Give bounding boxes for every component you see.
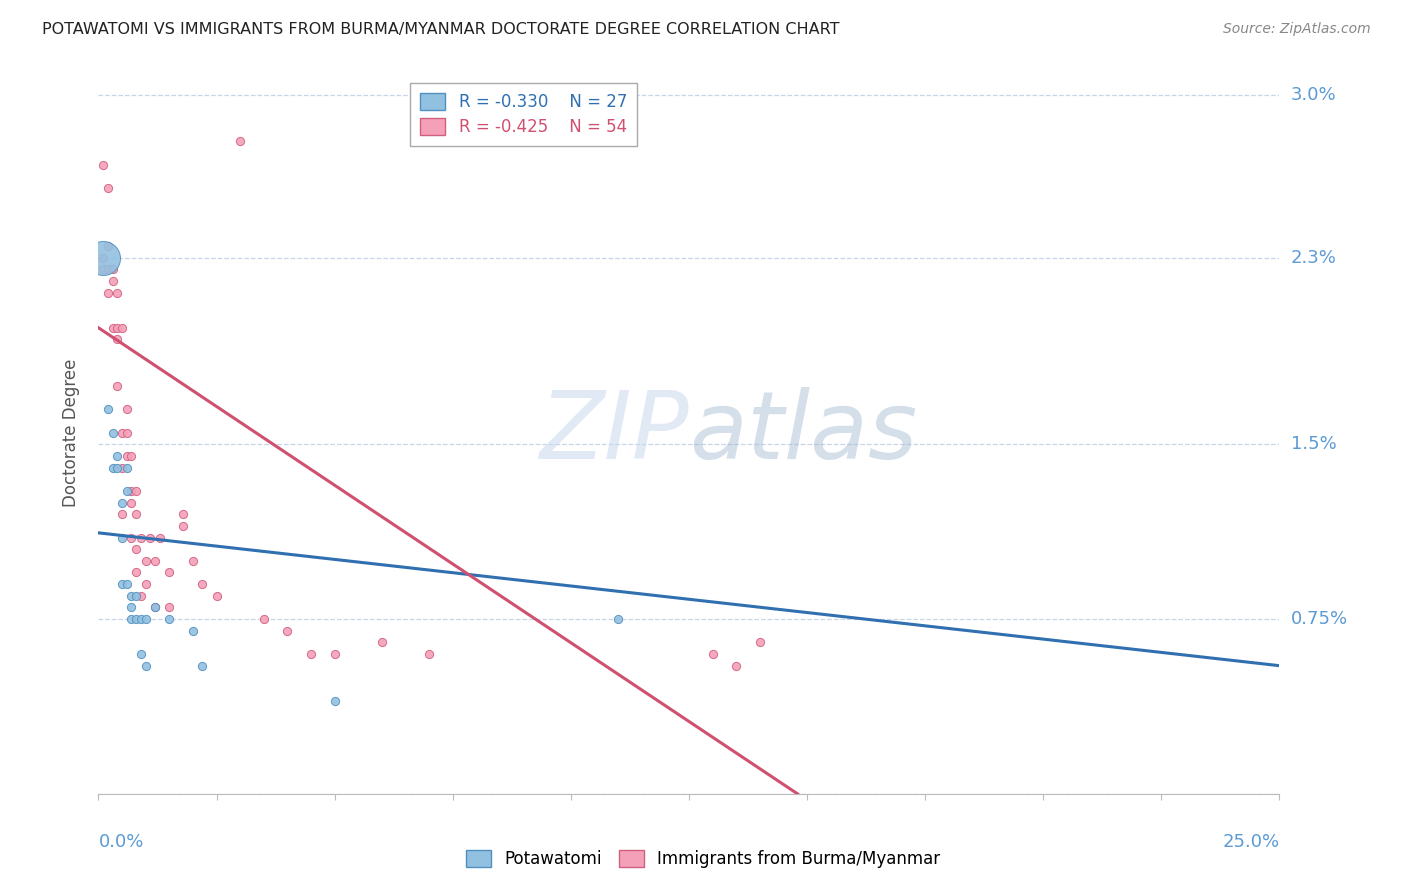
Point	[607, 612, 630, 626]
Point	[299, 647, 322, 661]
Point	[125, 566, 148, 580]
Point	[143, 554, 166, 568]
Point	[125, 612, 148, 626]
Text: 2.3%: 2.3%	[1291, 249, 1337, 267]
Point	[101, 460, 124, 475]
Text: POTAWATOMI VS IMMIGRANTS FROM BURMA/MYANMAR DOCTORATE DEGREE CORRELATION CHART: POTAWATOMI VS IMMIGRANTS FROM BURMA/MYAN…	[42, 22, 839, 37]
Point	[111, 425, 134, 440]
Point	[125, 589, 148, 603]
Point	[143, 600, 166, 615]
Text: ZIP: ZIP	[540, 387, 689, 478]
Point	[191, 658, 214, 673]
Point	[105, 285, 128, 300]
Point	[125, 507, 148, 521]
Point	[371, 635, 394, 649]
Point	[97, 285, 120, 300]
Point	[157, 612, 180, 626]
Point	[129, 531, 152, 545]
Legend: R = -0.330    N = 27, R = -0.425    N = 54: R = -0.330 N = 27, R = -0.425 N = 54	[411, 83, 637, 146]
Point	[135, 658, 157, 673]
Point	[101, 425, 124, 440]
Point	[115, 449, 138, 463]
Point	[91, 262, 114, 277]
Point	[111, 495, 134, 509]
Point	[105, 320, 128, 334]
Y-axis label: Doctorate Degree: Doctorate Degree	[62, 359, 80, 507]
Point	[91, 158, 114, 172]
Point	[97, 181, 120, 195]
Point	[143, 600, 166, 615]
Point	[702, 647, 724, 661]
Point	[111, 320, 134, 334]
Point	[121, 589, 143, 603]
Point	[135, 554, 157, 568]
Point	[115, 577, 138, 591]
Point	[105, 379, 128, 393]
Point	[149, 531, 172, 545]
Point	[121, 612, 143, 626]
Point	[323, 693, 346, 707]
Point	[115, 402, 138, 417]
Text: 1.5%: 1.5%	[1291, 435, 1336, 453]
Text: 0.0%: 0.0%	[98, 833, 143, 851]
Point	[97, 239, 120, 253]
Point	[111, 531, 134, 545]
Point	[725, 658, 748, 673]
Point	[121, 531, 143, 545]
Point	[748, 635, 770, 649]
Point	[101, 262, 124, 277]
Point	[181, 624, 204, 638]
Text: atlas: atlas	[689, 387, 917, 478]
Point	[172, 519, 194, 533]
Legend: Potawatomi, Immigrants from Burma/Myanmar: Potawatomi, Immigrants from Burma/Myanma…	[460, 843, 946, 875]
Point	[129, 589, 152, 603]
Point	[181, 554, 204, 568]
Point	[139, 531, 162, 545]
Point	[121, 483, 143, 498]
Point	[121, 449, 143, 463]
Point	[125, 483, 148, 498]
Point	[105, 449, 128, 463]
Point	[115, 460, 138, 475]
Point	[97, 262, 120, 277]
Point	[121, 495, 143, 509]
Point	[105, 460, 128, 475]
Text: 3.0%: 3.0%	[1291, 86, 1336, 103]
Point	[115, 483, 138, 498]
Point	[129, 647, 152, 661]
Text: 0.75%: 0.75%	[1291, 610, 1348, 628]
Point	[97, 402, 120, 417]
Point	[253, 612, 276, 626]
Point	[121, 600, 143, 615]
Point	[105, 332, 128, 346]
Point	[229, 134, 252, 148]
Point	[135, 577, 157, 591]
Point	[172, 507, 194, 521]
Point	[115, 425, 138, 440]
Point	[157, 600, 180, 615]
Point	[111, 577, 134, 591]
Point	[91, 251, 114, 265]
Point	[129, 612, 152, 626]
Point	[191, 577, 214, 591]
Point	[125, 542, 148, 557]
Point	[323, 647, 346, 661]
Point	[205, 589, 228, 603]
Point	[101, 274, 124, 288]
Text: 25.0%: 25.0%	[1222, 833, 1279, 851]
Point	[276, 624, 298, 638]
Text: Source: ZipAtlas.com: Source: ZipAtlas.com	[1223, 22, 1371, 37]
Point	[91, 251, 114, 265]
Point	[418, 647, 440, 661]
Point	[157, 566, 180, 580]
Point	[111, 507, 134, 521]
Point	[111, 460, 134, 475]
Point	[135, 612, 157, 626]
Point	[101, 320, 124, 334]
